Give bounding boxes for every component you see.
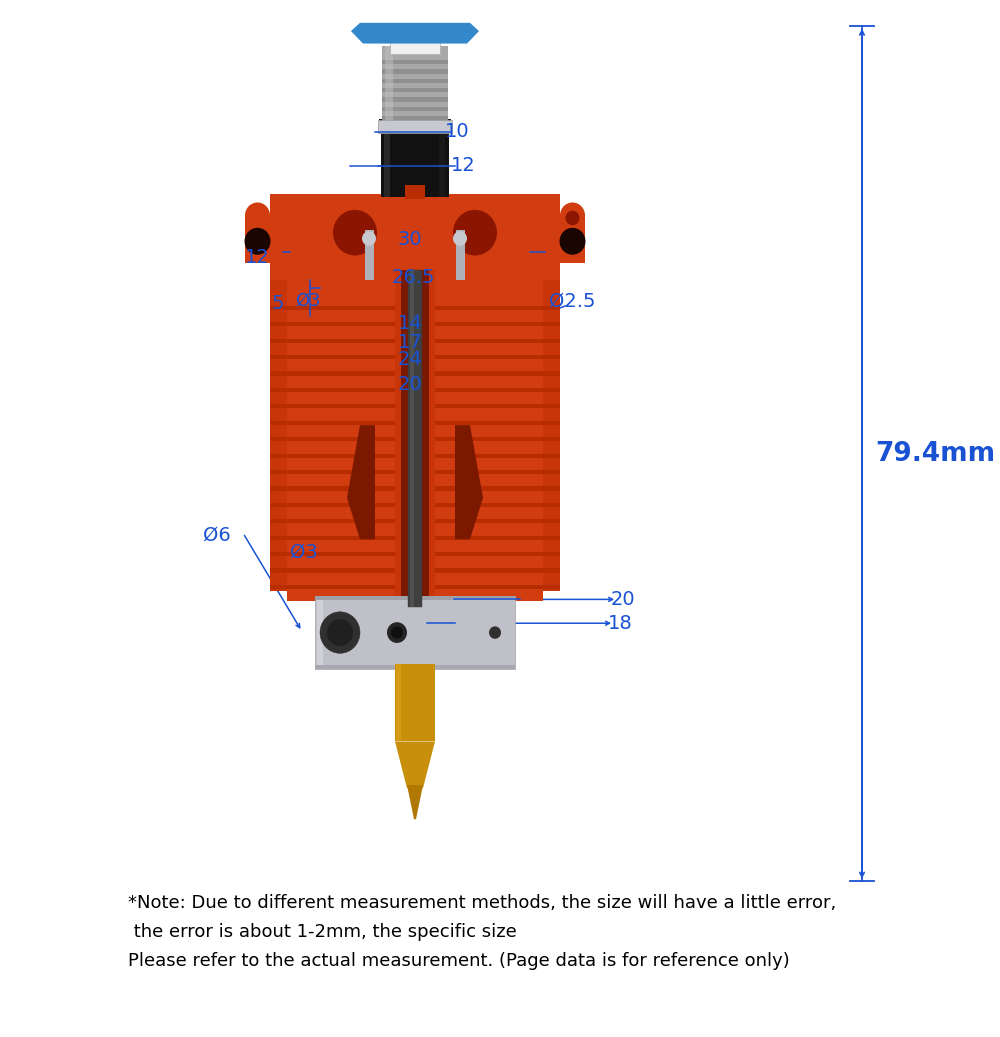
Bar [315,665,515,669]
Polygon shape [395,741,435,788]
Bar [365,230,374,280]
Bar [315,596,515,600]
Bar [270,470,560,474]
Bar [270,371,560,375]
Text: Ø3: Ø3 [295,291,321,310]
Bar [382,60,448,64]
Bar [382,107,448,111]
Bar [315,596,515,669]
Bar [456,230,465,280]
Bar [395,664,435,741]
Polygon shape [455,425,483,539]
Bar [270,568,560,572]
Bar [270,438,560,442]
Bar [270,453,560,457]
Text: 18: 18 [608,614,632,633]
Bar [382,97,448,102]
Circle shape [560,228,586,255]
Circle shape [453,231,467,246]
Circle shape [245,202,270,228]
Circle shape [387,622,407,643]
Circle shape [566,211,580,225]
Bar [270,552,560,556]
Bar [270,194,560,280]
Text: *Note: Due to different measurement methods, the size will have a little error,: *Note: Due to different measurement meth… [128,894,836,912]
Text: Please refer to the actual measurement. (Page data is for reference only): Please refer to the actual measurement. … [128,952,790,970]
Bar [270,535,560,539]
Bar [405,185,425,199]
Text: 79.4mm: 79.4mm [875,441,995,467]
Bar [408,270,422,607]
Bar [382,88,448,92]
Circle shape [560,202,585,228]
Text: Ø6: Ø6 [203,526,231,544]
Bar [381,122,449,197]
Bar [382,79,448,83]
Bar [382,69,448,74]
Bar [378,120,452,133]
Bar [379,119,451,128]
Bar [439,122,445,197]
Text: 12: 12 [245,248,270,267]
Bar [270,503,560,507]
Text: 12: 12 [451,157,475,175]
Bar [270,486,560,491]
Bar [401,270,429,601]
Bar [404,26,426,46]
Polygon shape [347,425,375,539]
Circle shape [244,228,270,255]
Text: 26.5: 26.5 [391,269,435,287]
Circle shape [362,231,376,246]
Circle shape [333,209,377,255]
Text: Ø2.5: Ø2.5 [549,291,595,310]
Text: 10: 10 [445,122,469,141]
Bar [402,26,428,46]
Bar [382,116,448,120]
Text: 20: 20 [611,590,635,609]
Bar [270,306,560,310]
Bar [384,122,390,197]
Bar [287,280,543,591]
Polygon shape [407,785,423,819]
Circle shape [391,626,403,639]
Bar [270,421,560,425]
Bar [395,270,435,601]
Circle shape [320,612,360,653]
Text: the error is about 1-2mm, the specific size: the error is about 1-2mm, the specific s… [128,923,517,941]
Bar [270,338,560,342]
Circle shape [453,209,497,255]
Text: 24: 24 [398,351,422,369]
Bar [410,270,414,607]
Bar [270,323,560,327]
Text: 14: 14 [398,314,422,333]
Bar [382,46,448,124]
Bar [270,585,560,589]
Bar [270,404,560,409]
Bar [287,275,543,601]
Bar [396,664,401,741]
Bar [245,216,270,262]
Bar [270,520,560,524]
Text: 30: 30 [398,230,422,249]
Text: 20: 20 [398,375,422,394]
Bar [390,41,440,54]
Circle shape [327,619,353,646]
Polygon shape [351,23,479,44]
Text: 5: 5 [272,295,284,313]
Text: 17: 17 [398,333,422,352]
Bar [270,280,560,591]
Bar [270,355,560,359]
Bar [560,216,585,262]
Text: Ø3: Ø3 [290,542,318,561]
Bar [317,600,323,665]
Bar [385,46,393,124]
Bar [270,388,560,392]
Circle shape [489,626,501,639]
